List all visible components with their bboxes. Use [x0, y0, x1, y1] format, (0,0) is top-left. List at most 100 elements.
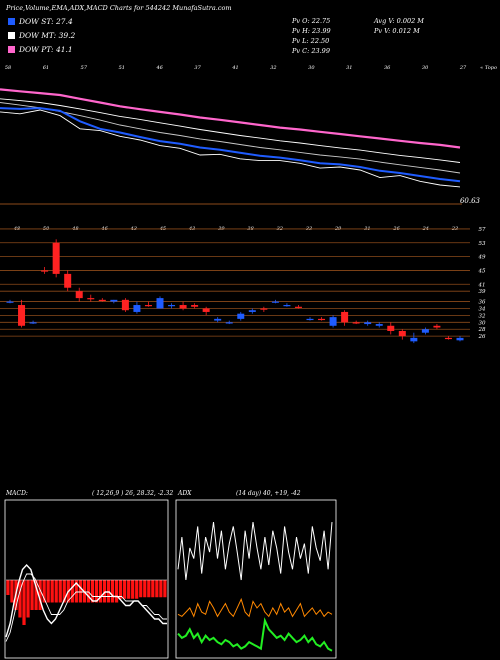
- macd-hist-bar: [38, 580, 42, 610]
- ema-top-tick: 30: [422, 65, 429, 71]
- macd-hist-bar: [110, 580, 115, 603]
- candle-body: [341, 311, 349, 323]
- macd-hist-bar: [98, 580, 103, 603]
- legend-dow-mt: DOW MT: 39.2: [8, 31, 75, 40]
- macd-hist-bar: [58, 580, 62, 603]
- price-y-tick: 49: [478, 255, 486, 261]
- candle-body: [98, 299, 106, 302]
- candle-body: [271, 301, 279, 303]
- candle-body: [398, 330, 406, 337]
- candle-body: [202, 308, 210, 312]
- macd-hist-bar: [22, 580, 26, 625]
- price-y-tick: 32: [479, 313, 486, 319]
- macd-series-line: [5, 563, 167, 638]
- candle-body: [329, 317, 337, 326]
- candle-body: [421, 329, 429, 333]
- ema-series-line: [0, 102, 461, 174]
- candle-body: [144, 305, 152, 307]
- macd-hist-bar: [131, 580, 135, 599]
- legend-dow-st: DOW ST: 27.4: [8, 17, 73, 26]
- stat-pv-open: Pv O: 22.75: [292, 17, 331, 25]
- macd-hist-bar: [6, 580, 10, 595]
- macd-frame: [4, 499, 169, 659]
- macd-hist-bar: [74, 580, 78, 603]
- ema-top-tick: 36: [384, 65, 391, 71]
- ema-series-line: [0, 98, 461, 163]
- adx-series-line-orange: [177, 597, 333, 618]
- macd-series-line: [5, 573, 167, 642]
- legend-swatch-mt: [8, 32, 15, 39]
- macd-hist-bar: [147, 580, 151, 598]
- candle-body: [444, 337, 452, 340]
- ema-top-tick: 58: [5, 65, 11, 71]
- candle-body: [18, 305, 26, 326]
- price-y-tick: 36: [479, 300, 486, 306]
- price-y-tick: 45: [478, 268, 486, 274]
- candle-body: [133, 305, 141, 312]
- macd-hist-bar: [18, 580, 22, 618]
- candle-body: [364, 322, 372, 325]
- candle-body: [168, 305, 176, 307]
- candle-body: [237, 313, 245, 319]
- ema-top-tick: 51: [119, 65, 125, 71]
- legend-label-st: DOW ST: 27.4: [19, 17, 73, 26]
- ema-price-label: 60.63: [460, 197, 481, 205]
- candle-body: [387, 325, 395, 331]
- macd-hist-bar: [54, 580, 58, 603]
- candle-body: [110, 299, 118, 302]
- macd-hist-bar: [46, 580, 50, 603]
- candle-body: [156, 298, 164, 309]
- stat-pv-high: Pv H: 23.99: [292, 27, 331, 35]
- ema-series-line: [0, 88, 461, 149]
- legend-label-pt: DOW PT: 41.1: [19, 45, 73, 54]
- macd-hist-bar: [155, 580, 159, 598]
- adx-panel: [177, 522, 333, 652]
- macd-hist-bar: [159, 580, 163, 598]
- price-panel: 48 50 48 46 43 45 43 39 38 32 33 29 31 26 24 23 57534945…: [0, 226, 486, 344]
- candle-body: [29, 322, 37, 324]
- candle-body: [6, 301, 14, 303]
- macd-hist-bar: [10, 580, 14, 603]
- adx-params: (14 day) 40, +19, -42: [236, 490, 301, 497]
- stat-pv-close: Pv C: 23.99: [292, 47, 330, 55]
- macd-hist-bar: [114, 580, 119, 603]
- candle-body: [87, 298, 95, 300]
- macd-hist-bar: [86, 580, 91, 603]
- adx-series-line-white: [177, 522, 333, 581]
- candle-body: [64, 273, 72, 288]
- adx-frame: [175, 499, 337, 659]
- candle-body: [306, 318, 314, 321]
- ema-top-tick: 27: [459, 65, 467, 71]
- macd-hist-bar: [94, 580, 99, 603]
- price-y-tick: 39: [479, 289, 486, 295]
- legend-swatch-pt: [8, 46, 15, 53]
- price-y-tick: 30: [479, 320, 486, 326]
- macd-hist-bar: [70, 580, 74, 603]
- macd-hist-bar: [34, 580, 38, 610]
- price-y-tick: 57: [479, 227, 486, 233]
- macd-hist-bar: [127, 580, 131, 599]
- candle-body: [375, 324, 383, 326]
- candle-body: [352, 322, 360, 324]
- macd-params: ( 12,26,9 ) 26, 28.32, -2.32: [92, 490, 174, 497]
- ema-top-tick: 57: [81, 65, 88, 71]
- ema-panel: 58 61 57 51 46 37 41 32 30 31 36 30 27 « Topo 60.63: [0, 65, 497, 205]
- ema-top-tick: 41: [231, 65, 238, 71]
- ema-top-tick: 46: [155, 65, 163, 71]
- candle-body: [75, 291, 83, 299]
- macd-hist-bar: [139, 580, 143, 598]
- macd-hist-bar: [78, 580, 82, 603]
- macd-hist-bar: [123, 580, 127, 599]
- ema-series-line: [0, 109, 461, 188]
- macd-panel: [5, 563, 167, 642]
- candle-body: [433, 325, 441, 328]
- legend-label-mt: DOW MT: 39.2: [19, 31, 76, 40]
- candle-body: [225, 322, 233, 324]
- legend-swatch-st: [8, 18, 15, 25]
- legend-dow-pt: DOW PT: 41.1: [8, 45, 73, 54]
- price-y-tick: 53: [479, 241, 486, 247]
- macd-hist-bar: [135, 580, 139, 599]
- candle-body: [283, 305, 291, 307]
- stat-pv-low: Pv L: 22.50: [292, 37, 330, 45]
